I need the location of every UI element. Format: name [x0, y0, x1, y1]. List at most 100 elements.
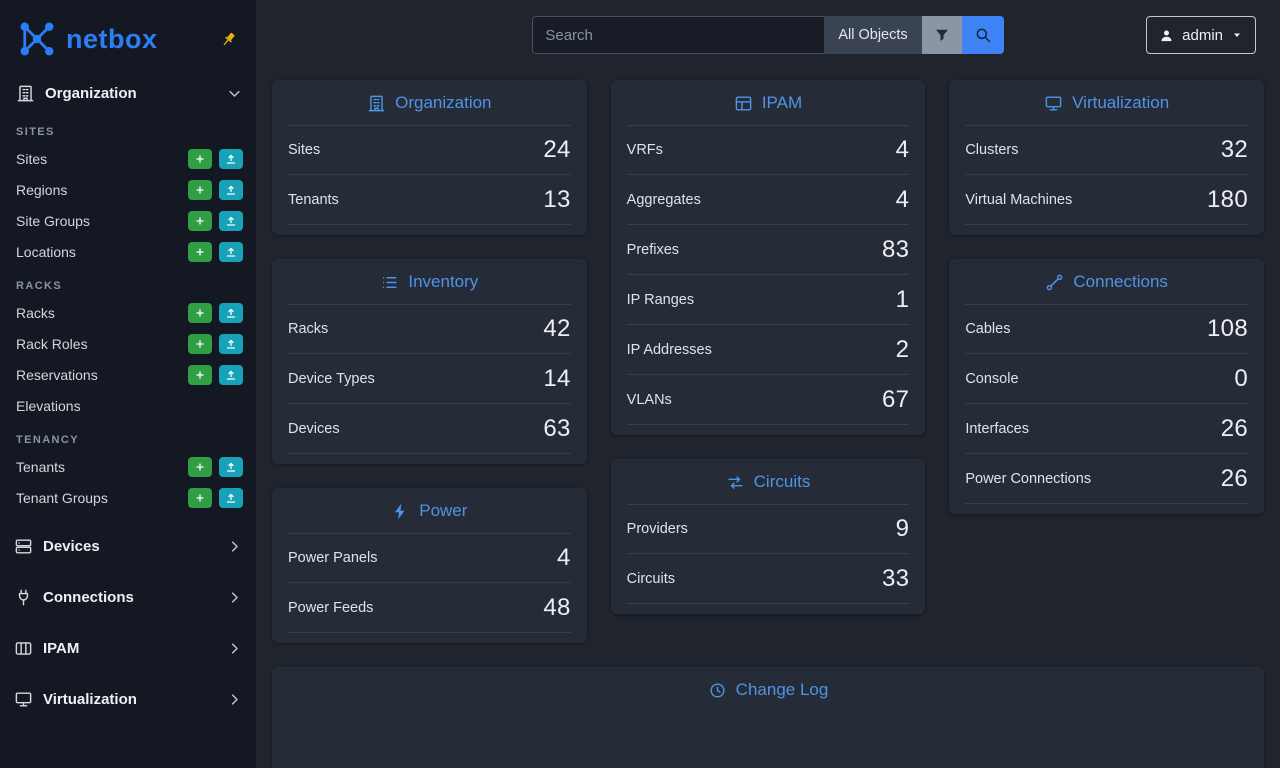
stat-value[interactable]: 9	[895, 515, 910, 542]
search-input[interactable]	[532, 16, 825, 54]
stat-value[interactable]: 67	[882, 385, 910, 413]
stat-label[interactable]: Circuits	[626, 570, 675, 587]
filter-button[interactable]	[921, 16, 962, 54]
search-button[interactable]	[961, 16, 1004, 54]
search-scope-button[interactable]: All Objects	[824, 16, 922, 54]
add-button[interactable]	[188, 148, 212, 169]
add-button[interactable]	[188, 487, 212, 508]
sidebar-item-site-groups[interactable]: Site Groups	[0, 205, 256, 236]
add-button[interactable]	[188, 302, 212, 323]
sidebar-section-devices[interactable]: Devices	[0, 521, 256, 572]
stat-value[interactable]: 4	[895, 185, 910, 213]
stat-label[interactable]: Clusters	[965, 142, 1019, 158]
add-button[interactable]	[188, 241, 212, 262]
stat-value[interactable]: 4	[895, 136, 910, 163]
stat-label[interactable]: Power Panels	[288, 550, 378, 566]
card-title[interactable]: Inventory	[408, 272, 479, 291]
sidebar-item-tenants[interactable]: Tenants	[0, 451, 256, 482]
stat-value[interactable]: 4	[557, 544, 571, 571]
import-button[interactable]	[219, 179, 243, 200]
sidebar-item-locations[interactable]: Locations	[0, 236, 256, 267]
stat-value[interactable]: 26	[1220, 464, 1248, 492]
item-label[interactable]: Tenants	[16, 458, 66, 475]
sidebar-item-elevations[interactable]: Elevations	[0, 390, 256, 421]
stat-value[interactable]: 13	[543, 185, 571, 213]
stat-label[interactable]: Interfaces	[965, 420, 1029, 437]
add-button[interactable]	[188, 364, 212, 385]
sidebar-section-virtualization[interactable]: Virtualization	[0, 674, 256, 725]
sidebar-item-reservations[interactable]: Reservations	[0, 359, 256, 390]
item-label[interactable]: Rack Roles	[16, 335, 88, 352]
add-button[interactable]	[188, 210, 212, 231]
stat-value[interactable]: 83	[882, 235, 910, 263]
stat-value[interactable]: 42	[543, 315, 571, 342]
stat-value[interactable]: 63	[543, 414, 571, 442]
stat-value[interactable]: 180	[1207, 185, 1248, 213]
stat-label[interactable]: Aggregates	[626, 191, 701, 208]
card-title[interactable]: Virtualization	[1072, 93, 1170, 112]
import-button[interactable]	[219, 241, 243, 262]
sidebar-item-tenant-groups[interactable]: Tenant Groups	[0, 482, 256, 513]
card-title[interactable]: Connections	[1073, 272, 1168, 291]
pin-sidebar-button[interactable]	[217, 28, 240, 51]
stat-label[interactable]: Racks	[288, 321, 329, 337]
item-label[interactable]: Reservations	[16, 366, 98, 383]
stat-label[interactable]: Device Types	[288, 370, 375, 387]
stat-value[interactable]: 14	[543, 364, 571, 392]
stat-value[interactable]: 24	[543, 136, 571, 163]
sidebar-section-organization[interactable]: Organization	[0, 74, 256, 113]
import-button[interactable]	[219, 148, 243, 169]
stat-label[interactable]: IP Addresses	[626, 341, 712, 358]
sidebar-item-racks[interactable]: Racks	[0, 297, 256, 328]
card-title[interactable]: Organization	[395, 93, 492, 112]
netbox-logo-icon[interactable]	[16, 18, 58, 60]
sidebar-item-rack-roles[interactable]: Rack Roles	[0, 328, 256, 359]
stat-value[interactable]: 32	[1220, 136, 1248, 163]
import-button[interactable]	[219, 456, 243, 477]
logo-text[interactable]: netbox	[66, 23, 158, 54]
stat-label[interactable]: Tenants	[288, 191, 339, 208]
import-button[interactable]	[219, 210, 243, 231]
stat-label[interactable]: Sites	[288, 142, 321, 158]
item-label[interactable]: Site Groups	[16, 212, 90, 229]
import-button[interactable]	[219, 302, 243, 323]
stat-value[interactable]: 48	[543, 593, 571, 621]
stat-label[interactable]: IP Ranges	[626, 291, 695, 308]
item-label[interactable]: Tenant Groups	[16, 489, 108, 506]
import-button[interactable]	[219, 333, 243, 354]
add-button[interactable]	[188, 333, 212, 354]
item-label[interactable]: Regions	[16, 181, 68, 198]
card-title[interactable]: Power	[419, 501, 468, 520]
item-label[interactable]: Sites	[16, 150, 48, 167]
card-title[interactable]: Circuits	[753, 472, 811, 491]
stat-label[interactable]: Prefixes	[626, 241, 680, 258]
stat-label[interactable]: Power Feeds	[288, 599, 374, 616]
user-menu-button[interactable]: admin	[1146, 16, 1256, 54]
stat-value[interactable]: 108	[1207, 315, 1248, 342]
item-label[interactable]: Locations	[16, 243, 76, 260]
add-button[interactable]	[188, 179, 212, 200]
add-button[interactable]	[188, 456, 212, 477]
stat-value[interactable]: 33	[882, 564, 910, 592]
card-title[interactable]: IPAM	[761, 93, 803, 112]
import-button[interactable]	[219, 364, 243, 385]
item-label[interactable]: Elevations	[16, 397, 81, 414]
sidebar-section-connections[interactable]: Connections	[0, 572, 256, 623]
sidebar-item-sites[interactable]: Sites	[0, 143, 256, 174]
stat-value[interactable]: 0	[1234, 364, 1248, 392]
stat-label[interactable]: VRFs	[626, 142, 663, 158]
stat-value[interactable]: 2	[895, 335, 910, 363]
stat-label[interactable]: VLANs	[626, 391, 672, 408]
stat-label[interactable]: Power Connections	[965, 470, 1092, 487]
stat-value[interactable]: 1	[895, 285, 910, 313]
stat-label[interactable]: Devices	[288, 420, 340, 437]
item-label[interactable]: Racks	[16, 304, 55, 321]
stat-label[interactable]: Cables	[965, 321, 1011, 337]
stat-label[interactable]: Console	[965, 370, 1019, 387]
sidebar-item-regions[interactable]: Regions	[0, 174, 256, 205]
stat-label[interactable]: Providers	[626, 521, 688, 537]
stat-label[interactable]: Virtual Machines	[965, 191, 1073, 208]
card-title[interactable]: Change Log	[735, 680, 829, 699]
import-button[interactable]	[219, 487, 243, 508]
sidebar-section-ipam[interactable]: IPAM	[0, 623, 256, 674]
